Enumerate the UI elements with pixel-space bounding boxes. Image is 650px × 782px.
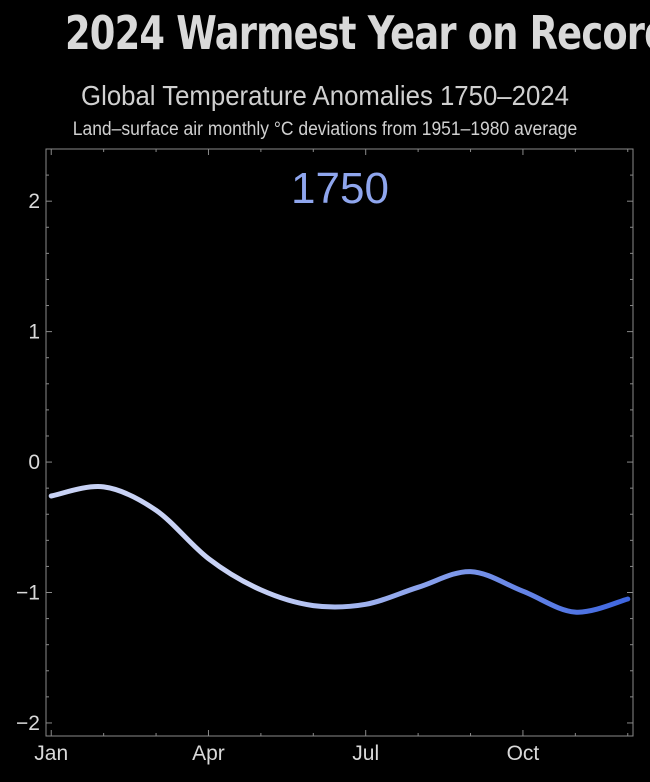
y-tick-label: 0 [28,451,40,474]
x-axis: Jan Apr Jul Oct [34,149,629,765]
x-tick-label: Jul [352,742,379,765]
y-tick-label: −1 [16,582,40,605]
y-tick-label: 1 [28,321,40,344]
year-label: 1750 [291,164,389,213]
chart-title: 2024 Warmest Year on Record [65,6,650,60]
y-tick-label: 2 [28,190,40,213]
x-tick-label: Jan [34,742,68,765]
x-tick-label: Oct [507,742,540,765]
chart-caption: Land–surface air monthly °C deviations f… [72,119,578,140]
y-axis: 2 1 0 −1 −2 [16,148,633,735]
series-group [48,484,631,615]
y-tick-label: −2 [16,712,40,735]
chart-subtitle: Global Temperature Anomalies 1750–2024 [81,80,569,111]
plot-frame [45,148,634,737]
x-tick-label: Apr [192,742,225,765]
series-line-1750 [48,484,631,615]
